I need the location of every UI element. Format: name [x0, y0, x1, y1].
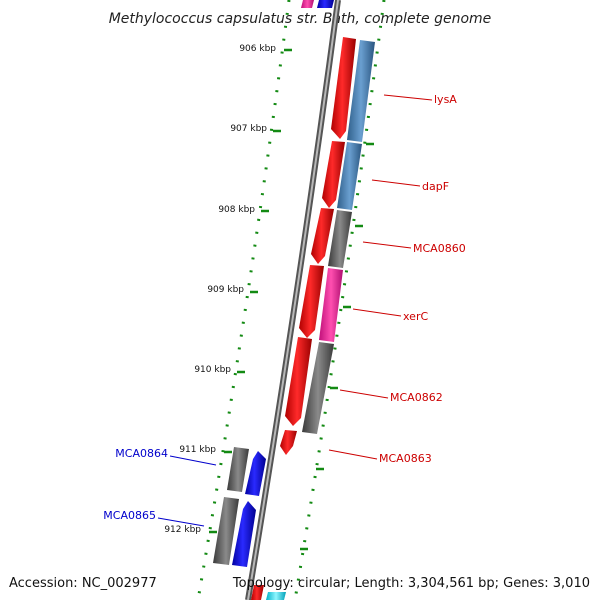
forward-cds-track [280, 37, 356, 455]
cog-block-lysA [347, 40, 375, 142]
kbp-label: 909 kbp [207, 285, 244, 295]
cog-block-MCA0862 [302, 342, 334, 434]
forward-cds-feature [317, 0, 334, 8]
gene-label-MCA0862[interactable]: MCA0862 [390, 391, 443, 404]
cds-MCA0864 [245, 451, 266, 496]
kbp-label: 908 kbp [218, 205, 255, 215]
kbp-label: 911 kbp [179, 445, 216, 455]
cog-feature [266, 592, 286, 600]
gene-label-MCA0860[interactable]: MCA0860 [413, 242, 466, 255]
gene-label-lysA[interactable]: lysA [434, 93, 457, 106]
cog-feature [301, 0, 314, 8]
kbp-label: 912 kbp [164, 525, 201, 535]
cds-xerC [299, 265, 324, 338]
cds-lysA [331, 37, 356, 139]
kbp-label: 906 kbp [239, 44, 276, 54]
cds-dapF [322, 141, 345, 208]
gene-label-MCA0865[interactable]: MCA0865 [103, 509, 156, 522]
kbp-label: 910 kbp [194, 365, 231, 375]
kbp-ticks [209, 48, 374, 551]
accession-text: Accession: NC_002977 [9, 576, 157, 591]
gene-label-dapF[interactable]: dapF [422, 180, 449, 193]
gc-track-outer [293, 0, 386, 600]
kbp-label: 907 kbp [230, 124, 267, 134]
label-leader-lines [157, 94, 433, 527]
cog-block-MCA0864 [227, 447, 249, 492]
reverse-cds-track [213, 447, 266, 567]
cog-block-MCA0860 [328, 210, 352, 268]
gene-label-MCA0863[interactable]: MCA0863 [379, 452, 432, 465]
topology-text: Topology: circular; Length: 3,304,561 bp… [232, 576, 590, 591]
cds-MCA0865 [232, 501, 256, 567]
cds-MCA0860 [311, 208, 334, 264]
cog-block-MCA0865 [213, 497, 239, 565]
map-title: Methylococcus capsulatus str. Bath, comp… [109, 11, 492, 27]
cds-MCA0863 [280, 430, 297, 455]
cog-block-dapF [337, 142, 362, 210]
forward-cds-feature [251, 585, 264, 600]
cog-block-xerC [319, 268, 343, 342]
gc-track-inner [196, 0, 291, 600]
cog-track [302, 40, 375, 434]
gene-label-xerC[interactable]: xerC [403, 310, 428, 323]
genome-backbone-highlight [247, 0, 339, 600]
gene-label-MCA0864[interactable]: MCA0864 [115, 447, 168, 460]
cds-MCA0862 [285, 337, 312, 426]
